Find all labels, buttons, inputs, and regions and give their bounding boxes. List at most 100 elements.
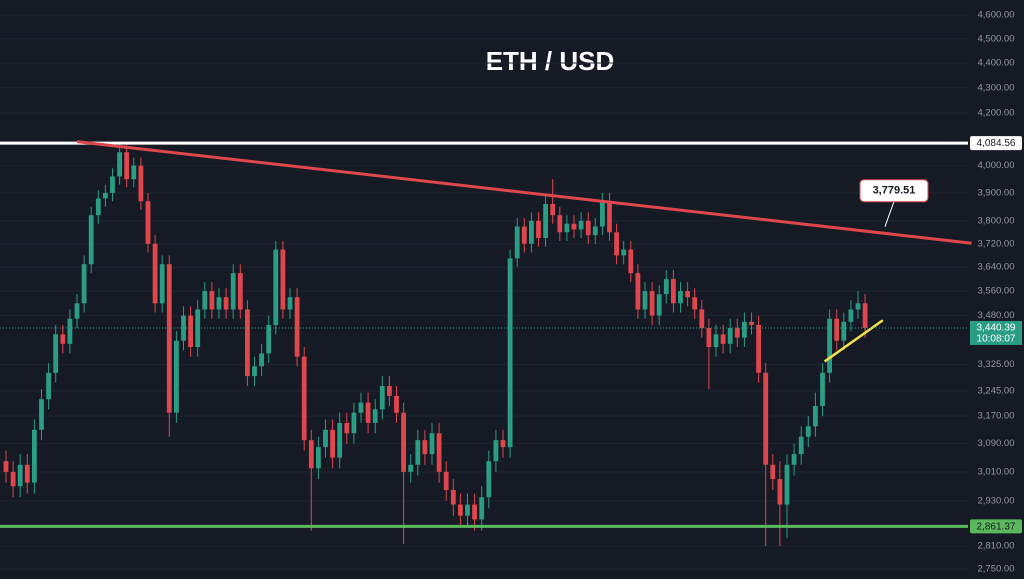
candle-body xyxy=(543,204,548,239)
y-tick-label: 3,480.00 xyxy=(978,310,1015,321)
candle-body xyxy=(855,303,861,310)
candle-body xyxy=(323,429,328,448)
candle-body xyxy=(841,321,847,341)
candle-body xyxy=(394,395,399,413)
candle-body xyxy=(280,249,286,310)
candle-body xyxy=(429,433,435,455)
candle-body xyxy=(337,422,343,458)
candle-body xyxy=(344,422,350,434)
candle-body xyxy=(422,440,428,455)
candle-body xyxy=(230,273,236,310)
current-price-box xyxy=(970,320,1022,345)
candle-body xyxy=(635,273,641,310)
candle-body xyxy=(88,215,94,265)
candle-body xyxy=(713,334,719,348)
candle-body xyxy=(273,249,279,325)
candle-body xyxy=(621,249,627,256)
candle-body xyxy=(372,409,378,423)
candle-body xyxy=(827,318,832,373)
candle-body xyxy=(742,321,747,338)
candle-body xyxy=(166,264,172,413)
candle-body xyxy=(294,297,300,357)
annotation-label: 3,779.51 xyxy=(873,185,916,197)
y-tick-label: 3,325.00 xyxy=(978,359,1015,370)
y-tick-label: 4,000.00 xyxy=(978,160,1015,171)
candle-body xyxy=(607,201,612,233)
candle-body xyxy=(365,402,371,423)
candle-body xyxy=(550,204,556,216)
candle-body xyxy=(720,334,726,344)
candle-body xyxy=(245,309,250,377)
candle-body xyxy=(756,324,761,373)
candle-body xyxy=(195,309,201,348)
level-label-box xyxy=(970,136,1022,151)
candle-body xyxy=(401,412,406,472)
candle-body xyxy=(564,223,570,233)
y-tick-label: 3,900.00 xyxy=(978,187,1015,198)
annotation-pointer xyxy=(884,198,896,227)
candle-body xyxy=(124,152,130,180)
countdown-label: 10:08:07 xyxy=(977,334,1016,345)
candle-body xyxy=(81,264,87,304)
level-label-box xyxy=(970,519,1022,534)
candle-body xyxy=(536,220,541,239)
candle-body xyxy=(237,273,243,310)
candle-body xyxy=(514,226,520,259)
y-tick-label: 3,560.00 xyxy=(978,286,1015,297)
candle-body xyxy=(188,315,193,348)
candle-body xyxy=(727,328,733,344)
y-tick-label: 3,245.00 xyxy=(978,385,1015,396)
candle-body xyxy=(60,334,66,344)
candle-body xyxy=(209,291,215,310)
candle-body xyxy=(266,324,272,354)
candle-body xyxy=(3,461,9,472)
candle-body xyxy=(53,334,59,373)
candle-body xyxy=(32,429,37,483)
candle-body xyxy=(443,471,449,490)
y-tick-label: 4,500.00 xyxy=(978,33,1015,44)
y-tick-label: 2,930.00 xyxy=(978,495,1015,506)
y-tick-label: 4,200.00 xyxy=(978,108,1015,119)
candle-body xyxy=(67,318,73,344)
y-tick-label: 3,720.00 xyxy=(978,238,1015,249)
candle-body xyxy=(614,232,619,256)
y-tick-label: 3,010.00 xyxy=(978,466,1015,477)
candle-body xyxy=(734,328,740,338)
candle-body xyxy=(500,440,506,448)
candle-body xyxy=(777,479,783,505)
candle-body xyxy=(699,309,705,329)
candle-body xyxy=(706,328,712,348)
candle-body xyxy=(39,399,44,430)
candle-body xyxy=(103,192,108,199)
y-tick-label: 4,600.00 xyxy=(978,10,1015,21)
candle-body xyxy=(848,309,854,322)
candle-body xyxy=(656,294,662,316)
candle-body xyxy=(330,429,335,458)
y-tick-label: 3,090.00 xyxy=(978,438,1015,449)
candle-body xyxy=(387,385,392,396)
candle-body xyxy=(46,372,51,400)
candle-body xyxy=(110,176,115,193)
candle-body xyxy=(663,279,669,295)
candle-body xyxy=(692,297,698,310)
y-tick-label: 3,170.00 xyxy=(978,411,1015,422)
candle-body xyxy=(649,291,655,316)
candle-body xyxy=(578,220,584,230)
candle-body xyxy=(301,356,307,441)
candle-body xyxy=(152,243,158,304)
candle-body xyxy=(507,258,513,448)
candle-body xyxy=(216,297,222,310)
candle-body xyxy=(678,291,683,304)
candle-body xyxy=(642,291,648,310)
y-tick-label: 4,300.00 xyxy=(978,82,1015,93)
candle-body xyxy=(131,165,137,180)
candle-body xyxy=(571,223,577,230)
candle-body xyxy=(749,321,754,325)
candle-body xyxy=(685,291,690,298)
candle-body xyxy=(259,353,264,367)
support-line xyxy=(823,319,884,363)
candle-body xyxy=(521,226,527,244)
candle-body xyxy=(628,249,634,274)
candle-body xyxy=(472,504,477,520)
